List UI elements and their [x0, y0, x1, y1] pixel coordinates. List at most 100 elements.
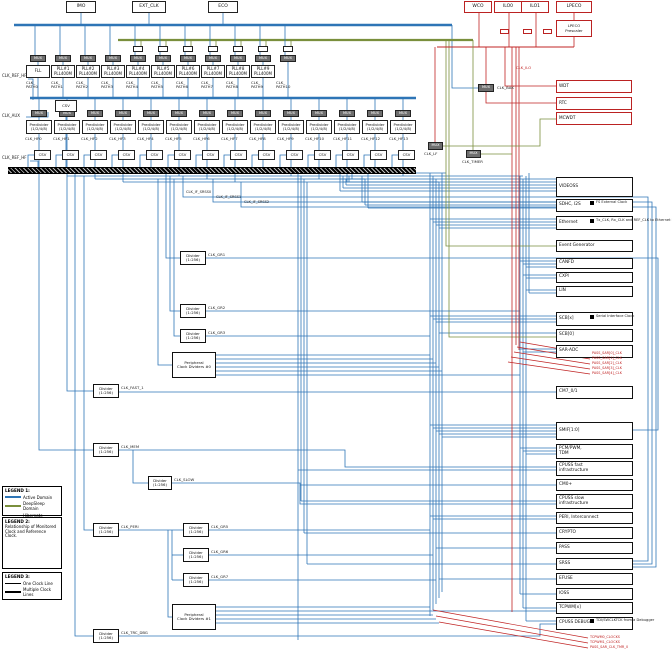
- legend-2-desc: Relationship of Monitored Clock and Refe…: [5, 524, 57, 539]
- pll-block: PLL#6 PLL400M: [176, 65, 200, 78]
- text-line: Predivider: [225, 121, 245, 127]
- source-box-imo: IMO: [66, 1, 96, 13]
- clk-if-srss1-label: CLK_IF_SRSS1: [216, 195, 242, 199]
- text-line: Predivider: [113, 121, 133, 127]
- text-line: Divider: [186, 305, 200, 311]
- path-mux: MUX: [30, 55, 46, 62]
- clk-hf-label: CLK_HF10: [305, 136, 325, 141]
- text-line: IOSS: [559, 590, 570, 596]
- text-line: Divider: [99, 385, 113, 391]
- text-line: PLL400M: [54, 70, 72, 76]
- consumer-note: TDI/SWCLKTCK from a Debugger: [596, 618, 655, 622]
- text-line: PATH9: [251, 83, 263, 89]
- text-line: CSV: [206, 151, 215, 157]
- text-line: Predivider: [281, 121, 301, 127]
- legend-1: LEGEND 1: Active Domain DeepSleep Domain Hi…: [2, 486, 62, 523]
- mid-divider-label: CLK_GR3: [208, 330, 226, 335]
- clk-hf-label: CLK_HF13: [389, 136, 409, 141]
- text-line: Divider: [153, 477, 167, 483]
- hf-mux: MUX: [227, 110, 243, 117]
- peripheral-clock-dividers-0: Peripheral Clock Dividers #0: [172, 352, 216, 378]
- csv-box: CSV: [90, 150, 107, 160]
- text-line: MUX: [371, 110, 379, 115]
- legend-1-item-label: DeepSleep Domain: [23, 501, 45, 511]
- consumer-cm7-0-1: CM7_0/1: [556, 386, 633, 399]
- text-line: Predivider: [365, 121, 385, 127]
- text-line: PLL#2: [81, 66, 95, 72]
- clk-ilo-label: CLK_ILO: [516, 65, 532, 70]
- text-line: PATH1: [51, 83, 63, 89]
- text-line: LIN: [559, 288, 566, 294]
- hf-mux: MUX: [31, 110, 47, 117]
- pll-block: PLL#9 PLL400M: [251, 65, 275, 78]
- text-line: PLL400M: [104, 70, 122, 76]
- text-line: PATH2: [76, 83, 88, 89]
- text-line: Divider: [189, 549, 203, 555]
- text-line: (1/2/4/8): [58, 126, 76, 131]
- predivider-block: Predivider (1/2/4/8): [250, 120, 276, 134]
- text-line: (1/2/4/8): [198, 126, 216, 131]
- text-line: MUX: [159, 55, 167, 60]
- clk-path-label: CLK_ PATH10: [276, 81, 290, 89]
- clk-hf-label: CLK_HF0: [25, 136, 42, 141]
- text-line: ILO0: [502, 3, 514, 9]
- pass-sar-clk-label: PASS_SAR[1]_CLK: [592, 356, 623, 360]
- consumer-sar-adc: SAR-ADC: [556, 345, 633, 358]
- text-line: (1:256): [189, 529, 203, 534]
- source-box-wco: WCO: [464, 1, 492, 13]
- divider-clk-fast: Divider (1:256): [93, 384, 119, 398]
- text-line: Event Generator: [559, 242, 595, 248]
- text-line: infrastructure: [559, 467, 589, 473]
- text-line: CLK_: [126, 80, 136, 85]
- clk-path-label: CLK_ PATH4: [126, 81, 138, 89]
- lp-consumer-rtc: RTC: [556, 97, 632, 110]
- text-line: MUX: [399, 110, 407, 115]
- text-line: Prescaler: [565, 27, 583, 33]
- csv-box: CSV: [258, 150, 275, 160]
- text-line: MUX: [343, 110, 351, 115]
- fll-block: FLL: [26, 65, 50, 78]
- clk-path-label: CLK_ PATH3: [101, 81, 113, 89]
- text-line: Peripheral: [184, 359, 204, 365]
- consumer-srss: SRSS: [556, 558, 633, 570]
- text-line: CSV: [290, 151, 299, 157]
- text-line: WDT: [559, 83, 569, 89]
- divider-clk-slow: Divider (1:256): [148, 476, 172, 490]
- text-line: Predivider: [337, 121, 357, 127]
- pll-block: PLL#2 PLL400M: [76, 65, 100, 78]
- csv-box: CSV: [34, 150, 51, 160]
- predivider-block: Predivider (1/2/4/8): [278, 120, 304, 134]
- predivider-block: Predivider (1/2/4/8): [194, 120, 220, 134]
- lp-mux-1: [523, 29, 532, 34]
- text-line: SAR-ADC: [559, 348, 579, 354]
- predivider-block: Predivider (1/2/4/8): [82, 120, 108, 134]
- text-line: PLL400M: [154, 70, 172, 76]
- clk-timer-mux: MUX: [466, 150, 481, 158]
- tcpwm-clock-label: TCPWM0_CLOCKS: [590, 635, 620, 639]
- text-line: LPECO: [567, 23, 581, 29]
- text-line: PLL#8: [231, 66, 245, 72]
- deepsleep-div-box: [183, 46, 193, 52]
- text-line: MUX: [259, 55, 267, 60]
- text-line: Predivider: [309, 121, 329, 127]
- text-line: (1/2/4/8): [338, 126, 356, 131]
- csv-box: CSV: [314, 150, 331, 160]
- text-line: CANFD: [559, 260, 574, 266]
- consumer-sdhc-i2s: SDHC, I2S: [556, 199, 633, 212]
- csv-box-left: CSV: [55, 100, 77, 112]
- pass-sar-clk-label: PASS_SAR[3]_CLK: [592, 366, 623, 370]
- divider-clk-slow-label: CLK_SLOW: [174, 477, 195, 482]
- text-line: PATH0: [26, 83, 38, 89]
- clk-if-srss2-label: CLK_IF_SRSS2: [244, 200, 270, 204]
- text-line: Divider: [99, 630, 113, 636]
- consumer-note: Serial Interface Clock: [596, 314, 635, 318]
- text-line: MUX: [431, 143, 440, 148]
- legend-3: LEGEND 3: One Clock Line Multiple Clock Li…: [2, 572, 62, 600]
- text-line: CLK_: [226, 80, 236, 85]
- clk-ref-hf-bottom-label: CLK_REF_HF: [2, 155, 27, 160]
- clk-hf-label: CLK_HF7: [221, 136, 238, 141]
- text-line: (1/2/4/8): [170, 126, 188, 131]
- text-line: CSV: [318, 151, 327, 157]
- text-line: CLK_: [101, 80, 111, 85]
